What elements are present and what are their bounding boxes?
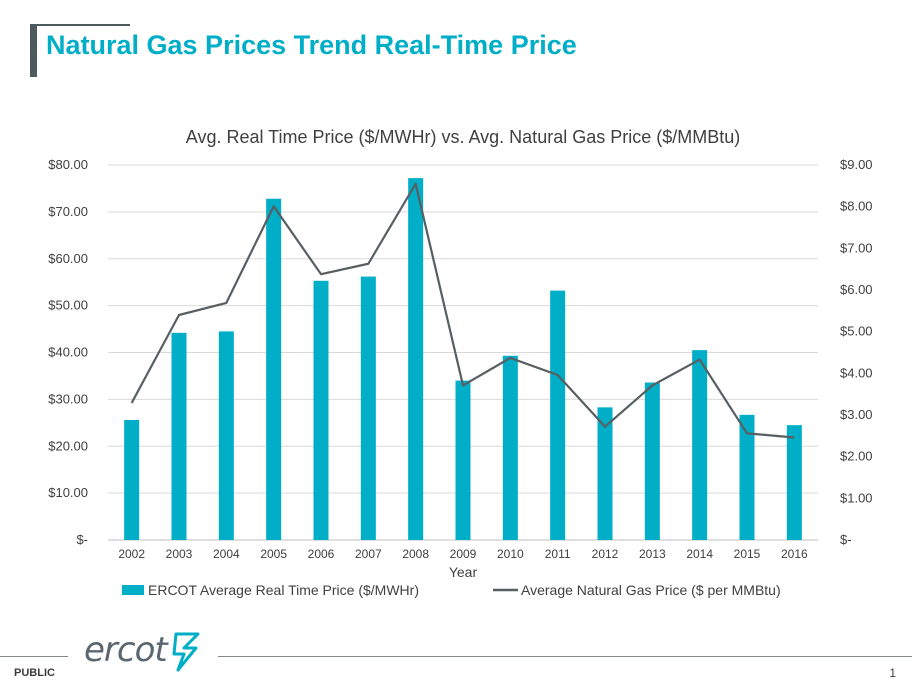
footer-divider-left — [0, 656, 68, 657]
x-tick-label: 2008 — [402, 547, 429, 561]
slide-title: Natural Gas Prices Trend Real-Time Price — [46, 30, 577, 60]
bar — [597, 407, 613, 540]
bar — [124, 420, 140, 540]
bar — [360, 276, 376, 540]
footer-public-label: PUBLIC — [14, 667, 55, 679]
bar — [455, 380, 471, 540]
x-axis-title: Year — [449, 564, 478, 580]
bar — [692, 350, 708, 540]
y-tick-label-right: $4.00 — [840, 365, 873, 380]
logo-mark-icon — [172, 632, 200, 672]
x-tick-label: 2012 — [592, 547, 619, 561]
x-tick-label: 2009 — [450, 547, 477, 561]
bar — [218, 331, 234, 540]
y-tick-label-right: $1.00 — [840, 490, 873, 505]
gas-price-line — [130, 182, 795, 439]
x-tick-label: 2004 — [213, 547, 240, 561]
bar — [550, 290, 566, 540]
y-tick-label-left: $60.00 — [48, 251, 88, 266]
x-tick-label: 2013 — [639, 547, 666, 561]
logo-text: ercot — [84, 630, 168, 670]
bar — [408, 178, 424, 540]
footer-divider-right — [218, 656, 912, 657]
y-tick-label-right: $- — [840, 532, 852, 547]
x-tick-label: 2010 — [497, 547, 524, 561]
chart-title: Avg. Real Time Price ($/MWHr) vs. Avg. N… — [186, 127, 740, 147]
y-tick-label-right: $9.00 — [840, 157, 873, 172]
legend-label-bar: ERCOT Average Real Time Price ($/MWHr) — [148, 582, 419, 598]
ercot-logo: ercot — [84, 628, 214, 678]
y-tick-label-left: $20.00 — [48, 438, 88, 453]
bar — [266, 198, 282, 540]
y-tick-label-left: $- — [76, 532, 88, 547]
y-tick-label-left: $70.00 — [48, 204, 88, 219]
x-tick-label: 2005 — [260, 547, 287, 561]
bar — [313, 280, 329, 540]
title-bracket-top — [30, 24, 130, 26]
y-tick-label-left: $10.00 — [48, 485, 88, 500]
y-tick-label-left: $50.00 — [48, 298, 88, 313]
x-tick-label: 2002 — [118, 547, 145, 561]
y-tick-label-right: $8.00 — [840, 199, 873, 214]
x-tick-label: 2007 — [355, 547, 382, 561]
bar — [739, 414, 755, 540]
y-tick-label-right: $5.00 — [840, 324, 873, 339]
x-tick-label: 2015 — [734, 547, 761, 561]
bar — [644, 382, 660, 540]
y-tick-label-left: $30.00 — [48, 391, 88, 406]
x-tick-label: 2003 — [166, 547, 193, 561]
x-tick-label: 2011 — [545, 547, 571, 561]
x-tick-label: 2006 — [308, 547, 335, 561]
y-tick-label-left: $40.00 — [48, 345, 88, 360]
legend-swatch-bar — [122, 585, 144, 595]
bar — [171, 332, 187, 540]
y-tick-label-right: $6.00 — [840, 282, 873, 297]
y-tick-label-right: $2.00 — [840, 449, 873, 464]
x-tick-label: 2016 — [781, 547, 808, 561]
y-tick-label-right: $3.00 — [840, 407, 873, 422]
y-tick-label-right: $7.00 — [840, 240, 873, 255]
legend-label-line: Average Natural Gas Price ($ per MMBtu) — [521, 582, 781, 598]
bar — [502, 355, 518, 540]
page-number: 1 — [889, 666, 896, 680]
x-tick-label: 2014 — [686, 547, 713, 561]
title-bracket-left — [30, 24, 37, 77]
bar — [786, 425, 802, 540]
y-tick-label-left: $80.00 — [48, 157, 88, 172]
